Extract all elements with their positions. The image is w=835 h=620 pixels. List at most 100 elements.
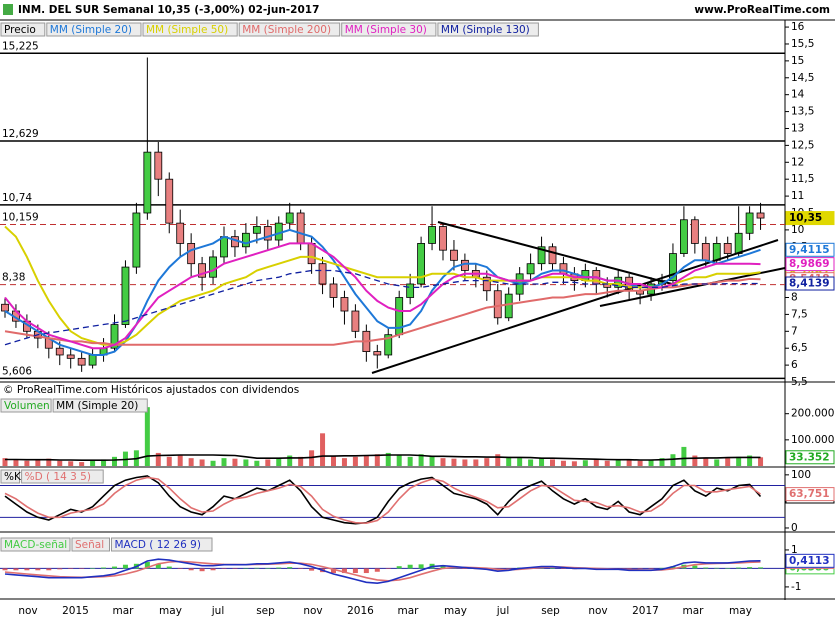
volume-bar [626, 459, 632, 466]
histogram-bar [210, 568, 216, 571]
volume-bar [725, 458, 731, 466]
candle-body [537, 246, 546, 265]
y-tick-label: 6,5 [791, 342, 808, 354]
volume-bar [736, 456, 742, 466]
x-tick-label: 2017 [632, 605, 659, 617]
histogram-bar [747, 567, 753, 569]
candle-body [417, 243, 426, 285]
volume-bar [46, 458, 52, 466]
legend-label: MACD ( 12 26 9) [115, 539, 201, 551]
last-value-box [785, 257, 835, 272]
level-label: 12,629 [2, 128, 39, 140]
y-tick-label: 6 [791, 359, 798, 371]
volume-bar [571, 461, 577, 466]
histogram-bar [396, 566, 402, 569]
histogram-bar [24, 568, 30, 571]
volume-bar [758, 457, 764, 466]
candle-body [559, 263, 568, 275]
header-bar [0, 0, 835, 20]
histogram-bar [703, 567, 709, 569]
volume-bar [287, 455, 293, 466]
volume-bar [506, 456, 512, 466]
volume-bar [90, 460, 96, 466]
level-label: 5,606 [2, 365, 32, 377]
candle-body [198, 263, 207, 278]
histogram-bar [352, 568, 358, 574]
volume-bar [670, 454, 676, 466]
y-tick-label: 0 [791, 522, 798, 534]
legend-label: MM (Simple 20) [50, 24, 132, 36]
candle-body [318, 263, 327, 285]
volume-bar [68, 461, 74, 466]
histogram-bar [221, 568, 227, 569]
histogram-bar [648, 568, 654, 569]
histogram-bar [736, 567, 742, 569]
y-tick-label: 15 [791, 55, 804, 67]
histogram-bar [341, 568, 347, 574]
x-tick-label: may [444, 605, 467, 617]
candle-body [504, 293, 513, 319]
volume-bar [681, 446, 687, 466]
legend-box [341, 22, 437, 37]
candle-body [450, 249, 458, 261]
histogram-bar [46, 568, 52, 571]
last-value-box [785, 487, 835, 502]
legend-label: MM (Simple 30) [345, 24, 427, 36]
candle-body [88, 354, 97, 366]
trendline [437, 221, 673, 285]
last-value-label: 8,4139 [789, 278, 830, 290]
histogram-bar [363, 568, 369, 574]
series-line [5, 454, 761, 461]
candle-body [493, 290, 502, 319]
volume-bar [385, 452, 391, 466]
volume-bar [429, 455, 435, 466]
last-value-label: 9,4115 [789, 244, 830, 256]
histogram-bar [265, 568, 271, 569]
histogram-bar [385, 568, 391, 569]
histogram-bar [155, 563, 161, 569]
x-tick-label: mar [683, 605, 705, 617]
candle-body [756, 212, 765, 219]
volume-bar [221, 458, 227, 466]
volume-bar [2, 458, 8, 466]
volume-bar [495, 454, 501, 466]
candle-body [395, 297, 404, 336]
candle-body [77, 357, 86, 366]
y-tick-label: 200.000 [791, 408, 834, 420]
level-label: 10,159 [2, 212, 39, 224]
legend-box [142, 22, 238, 37]
volume-bar [692, 455, 698, 466]
volume-bar [199, 459, 205, 466]
candle-body [526, 263, 535, 275]
histogram-bar [79, 568, 85, 569]
volume-bar [210, 460, 216, 466]
candle-body [285, 212, 294, 224]
volume-bar [703, 458, 709, 466]
histogram-bar [35, 568, 41, 571]
histogram-bar [2, 568, 8, 571]
histogram-bar [101, 567, 107, 569]
volume-bar [615, 460, 621, 466]
candle-body [66, 354, 75, 359]
legend-box [0, 22, 46, 37]
histogram-bar [112, 566, 117, 569]
y-tick-label: 13,5 [791, 106, 814, 118]
histogram-bar [637, 568, 643, 569]
candle-body [241, 232, 250, 248]
volume-bar [363, 455, 369, 466]
histogram-bar [243, 568, 249, 569]
candle-body [406, 283, 415, 298]
legend-label: Señal [75, 539, 104, 551]
y-tick-label: 15,5 [791, 38, 814, 50]
y-tick-label: 14,5 [791, 72, 814, 84]
legend-label: %K [4, 471, 22, 483]
histogram-bar [692, 565, 698, 569]
histogram-bar [331, 568, 336, 574]
candle-body [55, 347, 64, 356]
histogram-bar [440, 565, 446, 569]
volume-bar [243, 459, 249, 466]
histogram-bar [725, 568, 731, 569]
legend-box [46, 22, 142, 37]
legend-box [0, 537, 71, 552]
